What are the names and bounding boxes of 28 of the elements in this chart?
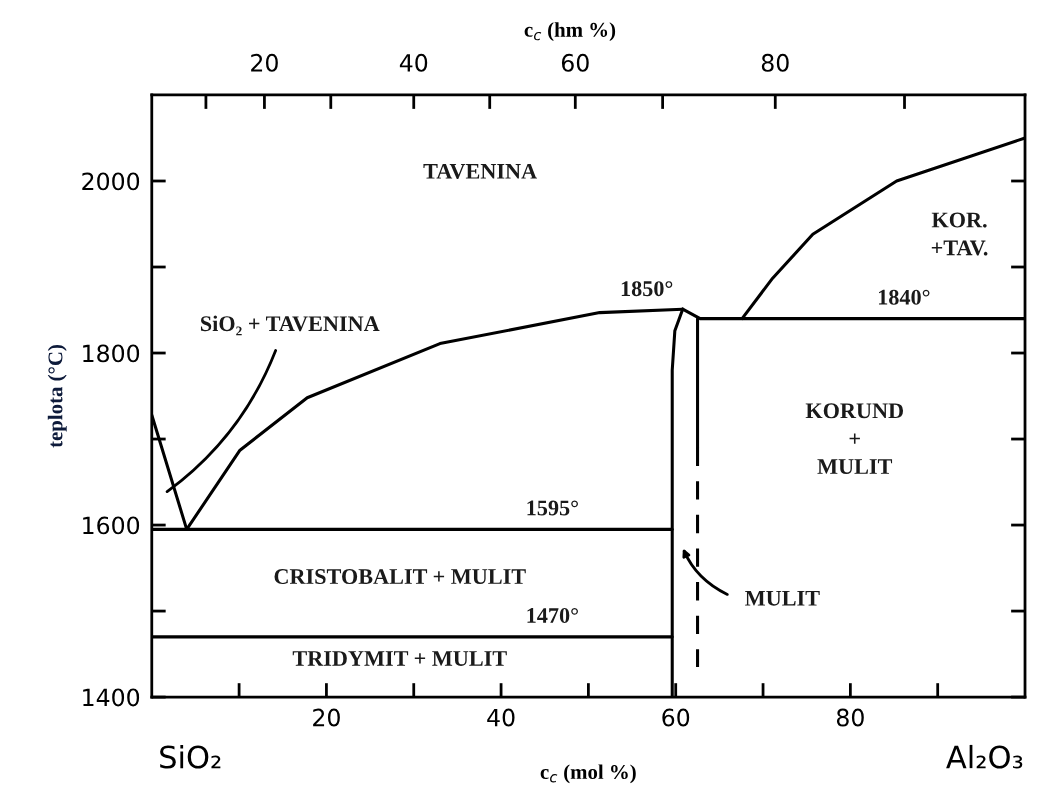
x-tick-label: 40 bbox=[487, 708, 515, 727]
y-tick-label: 1800 bbox=[83, 344, 140, 363]
x-axis-title: c$_{c}$ (mol %) bbox=[540, 764, 636, 784]
annotation: 1595° bbox=[527, 500, 578, 516]
annotation: 1840° bbox=[878, 289, 930, 305]
annotation: KOR. +TAV. bbox=[931, 212, 988, 256]
annotation: TRIDYMIT + MULIT bbox=[292, 651, 507, 666]
text: 60 bbox=[561, 53, 589, 72]
y-tick-label: 2000 bbox=[82, 172, 140, 191]
annotation: KORUND + MULIT bbox=[805, 403, 904, 474]
text: 20 bbox=[251, 53, 278, 72]
y-axis-title: teplota (°C) bbox=[47, 345, 67, 448]
text: c$_{c}$ (hm %) bbox=[524, 22, 616, 42]
x-tick-label: 20 bbox=[313, 708, 340, 727]
annotation: 1850° bbox=[621, 281, 673, 297]
annotation: MULIT bbox=[745, 590, 820, 606]
text: 40 bbox=[399, 53, 428, 72]
y-tick-label: 1400 bbox=[83, 688, 140, 707]
annotation: TAVENINA bbox=[423, 163, 537, 179]
text: 80 bbox=[761, 53, 789, 72]
text: SiO₂ bbox=[160, 744, 221, 769]
x-tick-label: 80 bbox=[836, 708, 864, 727]
annotation: SiO₂ + TAVENINA bbox=[200, 315, 380, 336]
y-tick-label: 1600 bbox=[83, 516, 140, 535]
annotation: CRISTOBALIT + MULIT bbox=[274, 569, 526, 585]
x-tick-label: 60 bbox=[662, 708, 690, 727]
annotation: 1470° bbox=[527, 607, 578, 623]
text: Al₂O₃ bbox=[946, 744, 1023, 769]
